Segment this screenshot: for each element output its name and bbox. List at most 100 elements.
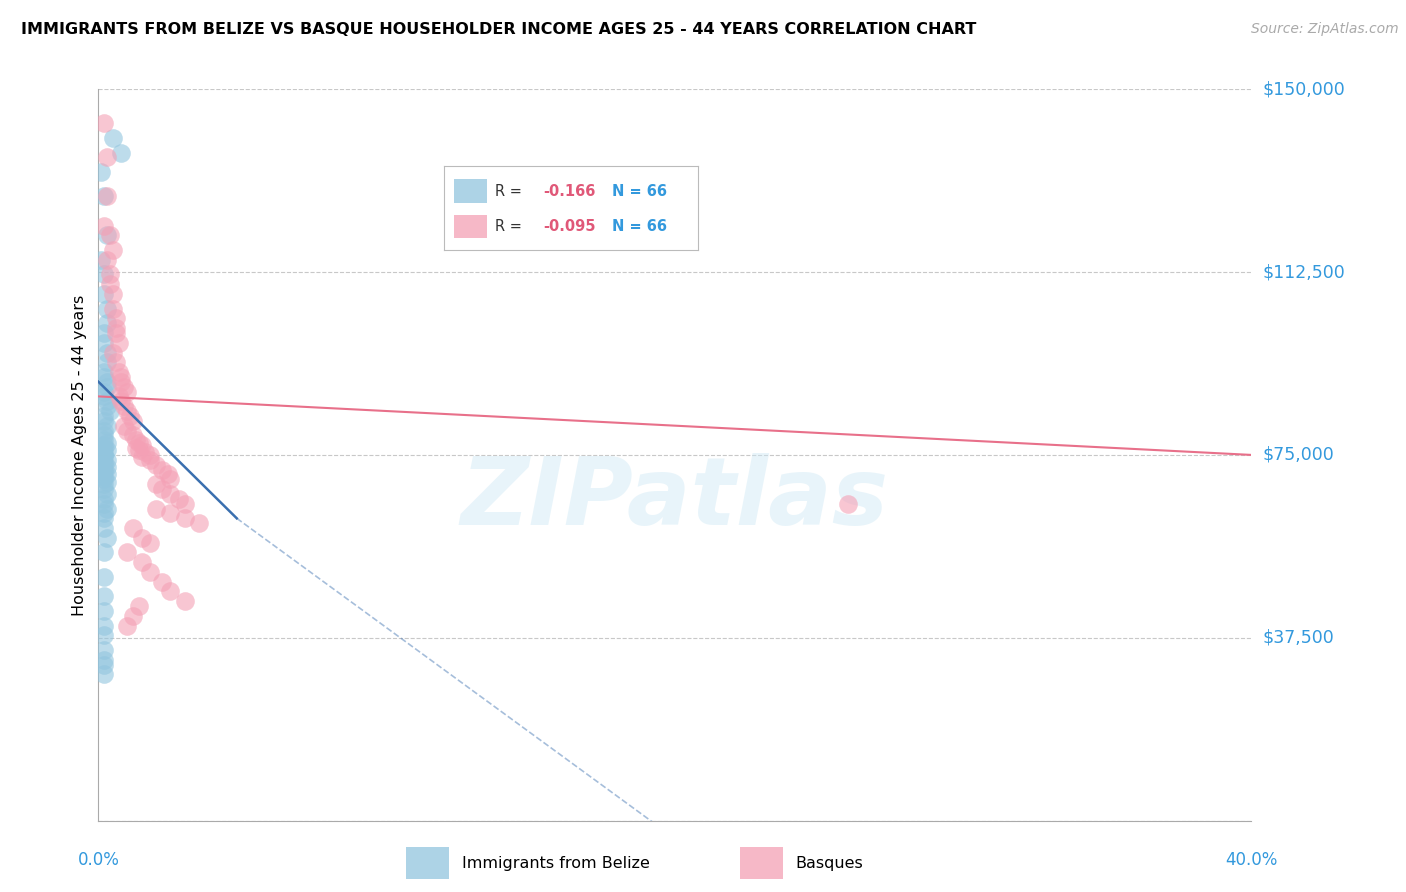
Point <box>96 531 118 545</box>
Point <box>93 409 115 423</box>
Point <box>117 404 138 418</box>
Point <box>150 462 173 476</box>
Point <box>93 450 115 465</box>
Point <box>93 618 115 632</box>
Point <box>145 458 167 472</box>
Text: ZIPatlas: ZIPatlas <box>461 453 889 545</box>
Point <box>93 570 115 584</box>
Text: Source: ZipAtlas.com: Source: ZipAtlas.com <box>1251 22 1399 37</box>
Point <box>93 462 115 476</box>
Point <box>112 399 135 413</box>
Text: $75,000: $75,000 <box>1263 446 1334 464</box>
Point <box>93 465 115 479</box>
Point <box>837 497 859 511</box>
Point <box>93 116 115 130</box>
Point <box>159 487 181 501</box>
Bar <box>454 215 488 238</box>
Point <box>96 475 118 489</box>
Point <box>93 545 115 559</box>
Point <box>93 657 115 672</box>
Point <box>96 418 118 433</box>
Point <box>122 428 145 442</box>
Text: R =: R = <box>495 219 526 234</box>
Point <box>104 355 127 369</box>
Point <box>131 450 153 465</box>
Point <box>93 448 115 462</box>
Point <box>90 165 112 179</box>
Point <box>93 643 115 657</box>
Point <box>110 394 132 409</box>
Point <box>110 145 132 160</box>
Text: R =: R = <box>495 184 526 199</box>
Point <box>93 438 115 452</box>
Point <box>107 389 129 403</box>
Text: $150,000: $150,000 <box>1263 80 1346 98</box>
Point <box>159 507 181 521</box>
Point <box>93 365 115 379</box>
Point <box>131 555 153 569</box>
Point <box>101 301 124 316</box>
Point <box>122 608 145 623</box>
Point <box>93 445 115 459</box>
Point <box>125 441 148 455</box>
Point <box>96 301 118 316</box>
Point <box>93 628 115 642</box>
Point <box>93 424 115 438</box>
Point <box>98 277 121 292</box>
Text: 40.0%: 40.0% <box>1225 851 1278 869</box>
Point <box>96 345 118 359</box>
Point <box>93 482 115 496</box>
Point <box>96 394 118 409</box>
Point <box>93 189 115 203</box>
Point <box>93 335 115 350</box>
Point <box>150 482 173 496</box>
Point <box>101 243 124 257</box>
Point <box>93 521 115 535</box>
Point <box>139 452 162 467</box>
Point <box>98 268 121 282</box>
Point <box>134 445 156 459</box>
Point <box>96 501 118 516</box>
Point <box>150 574 173 589</box>
Text: -0.166: -0.166 <box>543 184 596 199</box>
Point <box>145 501 167 516</box>
Point <box>107 335 129 350</box>
Point <box>93 414 115 428</box>
Point <box>96 443 118 458</box>
Point <box>93 491 115 506</box>
Point <box>131 438 153 452</box>
Point <box>93 384 115 399</box>
Point <box>93 511 115 525</box>
Point <box>104 326 127 340</box>
Point <box>93 455 115 469</box>
Point <box>93 507 115 521</box>
Point <box>125 434 148 448</box>
Point <box>174 594 197 608</box>
Text: N = 66: N = 66 <box>612 219 666 234</box>
Point <box>128 435 150 450</box>
Point <box>112 379 135 393</box>
Text: Basques: Basques <box>796 855 863 871</box>
Point <box>96 151 118 165</box>
Point <box>188 516 211 531</box>
Text: IMMIGRANTS FROM BELIZE VS BASQUE HOUSEHOLDER INCOME AGES 25 - 44 YEARS CORRELATI: IMMIGRANTS FROM BELIZE VS BASQUE HOUSEHO… <box>21 22 976 37</box>
Point <box>117 384 138 399</box>
Point <box>93 441 115 455</box>
Point <box>122 521 145 535</box>
Point <box>93 434 115 448</box>
Point <box>93 268 115 282</box>
Bar <box>740 847 783 879</box>
Point <box>120 409 142 423</box>
Point <box>98 404 121 418</box>
Point <box>145 477 167 491</box>
Point <box>117 545 138 559</box>
Point <box>93 470 115 484</box>
Point <box>122 414 145 428</box>
Bar <box>454 179 488 203</box>
Point <box>96 355 118 369</box>
Point <box>96 399 118 413</box>
Text: -0.095: -0.095 <box>543 219 596 234</box>
Point <box>174 511 197 525</box>
Point <box>96 467 118 482</box>
Point <box>93 477 115 491</box>
